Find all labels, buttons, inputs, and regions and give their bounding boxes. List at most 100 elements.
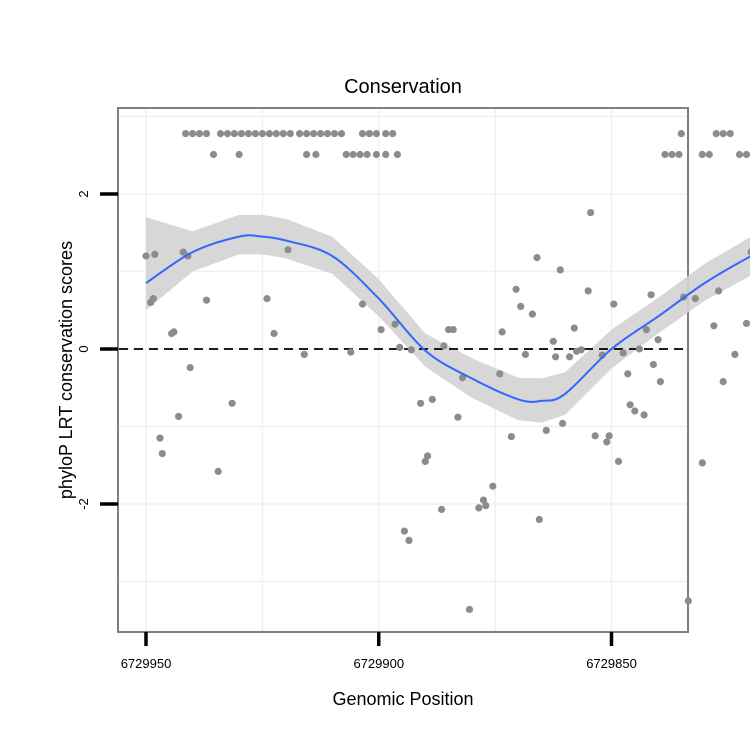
data-point [454, 413, 462, 421]
data-point-second-row [312, 150, 320, 159]
data-point [684, 597, 692, 605]
y-tick-label: 2 [76, 190, 91, 197]
data-point-top-row [296, 130, 304, 138]
data-point [202, 296, 211, 304]
data-point [156, 434, 164, 442]
data-point-second-row [356, 150, 364, 159]
data-point [647, 291, 655, 299]
data-point [591, 432, 599, 440]
data-point-top-row [317, 130, 325, 138]
data-point [270, 329, 278, 338]
data-point-top-row [189, 130, 197, 138]
data-point [559, 419, 567, 427]
data-point [631, 407, 639, 415]
data-point [438, 505, 446, 513]
data-point-top-row [286, 130, 294, 138]
data-point [300, 350, 308, 358]
confidence-band-area [146, 214, 750, 423]
x-tick-label: 6729900 [353, 656, 404, 671]
y-axis-title: phyloP LRT conservation scores [56, 241, 76, 499]
data-point [214, 467, 222, 475]
data-point [263, 295, 271, 303]
data-point [626, 401, 634, 409]
data-point [284, 246, 292, 254]
data-point-second-row [705, 150, 713, 159]
data-point [619, 349, 627, 357]
data-point-top-row [237, 130, 245, 138]
data-point [614, 457, 623, 465]
data-point [656, 378, 665, 386]
data-point [691, 295, 699, 303]
data-point-top-row [195, 130, 204, 138]
chart-title: Conservation [344, 76, 462, 98]
x-tick-label: 6729950 [121, 656, 172, 671]
data-point [458, 374, 467, 382]
data-point [396, 343, 404, 351]
data-point [489, 482, 497, 490]
data-point [498, 328, 506, 336]
data-point-second-row [742, 150, 750, 159]
data-point [170, 328, 178, 336]
data-point-top-row [330, 130, 339, 138]
data-point [417, 399, 425, 407]
data-point [358, 300, 367, 308]
data-point [400, 527, 408, 535]
data-point-top-row [677, 130, 685, 138]
data-point [521, 350, 530, 358]
data-point-top-row [389, 130, 397, 138]
data-point-top-row [303, 130, 311, 138]
data-point [175, 412, 183, 420]
data-point-second-row [209, 150, 218, 159]
data-point-top-row [258, 130, 266, 138]
data-point [642, 326, 651, 334]
data-point-second-row [303, 150, 311, 159]
x-axis-title: Genomic Position [332, 689, 473, 709]
data-point-top-row [382, 130, 390, 138]
data-point-top-row [265, 130, 273, 138]
data-point-second-row [698, 150, 706, 159]
data-point [610, 300, 618, 308]
data-point-top-row [223, 130, 232, 138]
smooth-trend-line [145, 234, 750, 403]
data-point [158, 450, 166, 458]
data-point [556, 266, 564, 274]
data-point-top-row [712, 130, 720, 138]
data-point-second-row [372, 150, 380, 159]
data-point [391, 320, 399, 328]
axes: 6729950672990067298506729800-202 [76, 190, 637, 671]
data-point [428, 395, 436, 403]
data-point-top-row [230, 130, 238, 138]
data-point [570, 324, 578, 332]
data-point [512, 285, 520, 293]
data-point [151, 250, 159, 258]
data-point [635, 345, 644, 353]
data-point [424, 452, 432, 460]
data-point [228, 399, 236, 407]
data-point [465, 605, 474, 614]
data-point [584, 287, 592, 295]
data-point-second-row [393, 150, 401, 159]
data-point [715, 287, 723, 295]
data-point-second-row [363, 150, 371, 159]
data-point [377, 326, 385, 334]
data-point-second-row [382, 150, 390, 159]
data-point [507, 433, 515, 441]
data-point [552, 353, 560, 361]
data-point [528, 310, 537, 318]
data-point-second-row [735, 150, 744, 159]
data-point-top-row [272, 130, 280, 138]
data-point [421, 457, 429, 465]
data-point [577, 346, 585, 354]
y-tick-label: -2 [76, 498, 91, 510]
data-point-top-row [337, 130, 346, 138]
x-tick-label: 6729850 [586, 656, 637, 671]
data-point-top-row [251, 130, 259, 138]
data-point [142, 252, 150, 260]
data-point-top-row [244, 130, 252, 138]
data-point [640, 411, 648, 419]
data-point [566, 353, 574, 361]
data-point-second-row [668, 150, 676, 159]
data-point [624, 370, 632, 378]
data-point [549, 337, 557, 345]
data-point-second-row [349, 150, 357, 159]
